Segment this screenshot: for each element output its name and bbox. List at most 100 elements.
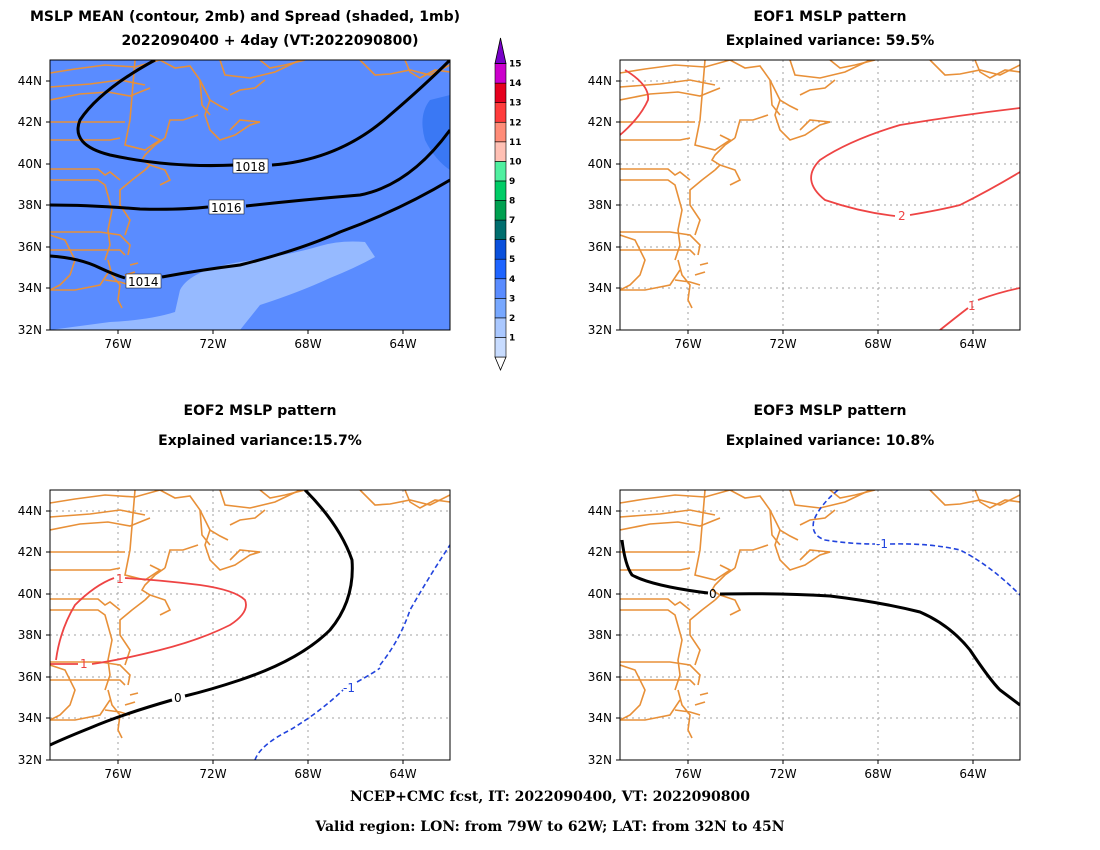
- colorbar-box: [494, 337, 507, 358]
- eof3-title: EOF3 MSLP pattern: [753, 403, 907, 419]
- lat-tick-label: 44N: [18, 504, 42, 518]
- colorbar-level-label: 12: [509, 118, 522, 128]
- lat-tick-label: 36N: [588, 670, 612, 684]
- lat-tick-label: 36N: [18, 240, 42, 254]
- eof1-map-panel: 2 1: [619, 59, 1021, 331]
- lat-tick-label: 38N: [18, 628, 42, 642]
- eof1-contour-label-1: 1: [968, 299, 976, 313]
- eof3-contour-label-0: 0: [709, 587, 717, 601]
- lon-tick-label: 64W: [389, 337, 416, 351]
- colorbar-level-label: 2: [509, 314, 515, 324]
- lon-tick-label: 68W: [294, 767, 321, 781]
- lat-tick-label: 42N: [588, 115, 612, 129]
- colorbar-box: [494, 219, 507, 240]
- isobar-1014: [50, 178, 450, 280]
- eof2-map-frame: [49, 489, 451, 761]
- eof3-contour-negative-1: [812, 490, 1020, 596]
- lat-tick-label: 38N: [18, 198, 42, 212]
- lon-tick-label: 76W: [674, 767, 701, 781]
- colorbar-box: [494, 161, 507, 182]
- colorbar-box: [494, 239, 507, 260]
- footer-valid-region: Valid region: LON: from 79W to 62W; LAT:…: [315, 819, 785, 835]
- colorbar-level-label: 6: [509, 236, 515, 246]
- lat-tick-label: 34N: [18, 281, 42, 295]
- eof3-contour-label-neg1: -1: [876, 537, 888, 551]
- lat-tick-label: 38N: [588, 628, 612, 642]
- colorbar-level-label: 3: [509, 294, 515, 304]
- lon-tick-label: 68W: [864, 767, 891, 781]
- mean-isobar-labels: 1018 1016 1014: [125, 158, 269, 289]
- isobar-label-1016: 1016: [211, 201, 242, 215]
- lat-tick-label: 40N: [18, 157, 42, 171]
- lat-tick-label: 32N: [588, 753, 612, 767]
- spread-low-region: [50, 241, 375, 330]
- lat-tick-label: 38N: [588, 198, 612, 212]
- colorbar-level-label: 7: [509, 216, 515, 226]
- eof2-contour-label-1a: 1: [116, 572, 124, 586]
- colorbar-box: [494, 63, 507, 84]
- lon-tick-label: 72W: [199, 337, 226, 351]
- eof1-title: EOF1 MSLP pattern: [753, 9, 907, 25]
- lat-tick-label: 40N: [18, 587, 42, 601]
- colorbar-level-label: 15: [509, 60, 522, 70]
- mean-map-panel: 1018 1016 1014: [49, 59, 451, 331]
- lon-tick-label: 72W: [769, 337, 796, 351]
- coastline-layer: [620, 490, 1020, 739]
- isobar-label-1018: 1018: [235, 160, 266, 174]
- lat-tick-label: 32N: [18, 323, 42, 337]
- colorbar-level-label: 4: [509, 275, 515, 285]
- mean-title-line2: 2022090400 + 4day (VT:2022090800): [121, 33, 419, 49]
- mean-title-line1: MSLP MEAN (contour, 2mb) and Spread (sha…: [30, 9, 460, 25]
- lat-tick-label: 34N: [588, 281, 612, 295]
- colorbar-box: [494, 82, 507, 103]
- eof3-contour-zero: [620, 539, 1020, 707]
- lon-tick-label: 68W: [294, 337, 321, 351]
- eof2-contour-label-0: 0: [174, 691, 182, 705]
- eof3-variance: Explained variance: 10.8%: [725, 433, 935, 449]
- lat-tick-label: 44N: [18, 74, 42, 88]
- lat-tick-label: 32N: [18, 753, 42, 767]
- colorbar-box: [494, 121, 507, 143]
- eof2-title: EOF2 MSLP pattern: [183, 403, 337, 419]
- eof1-contour-edge: [620, 69, 649, 136]
- eof3-map-panel: 0 -1: [619, 489, 1021, 761]
- eof1-variance: Explained variance: 59.5%: [725, 33, 935, 49]
- coastline-layer: [620, 60, 1020, 309]
- eof2-contour-label-1b: 1: [80, 657, 88, 671]
- colorbar-level-label: 13: [509, 99, 522, 109]
- lat-tick-label: 34N: [18, 711, 42, 725]
- footer-forecast-info: NCEP+CMC fcst, IT: 2022090400, VT: 20220…: [349, 789, 751, 805]
- eof2-contour-label-neg1: -1: [343, 681, 355, 695]
- eof2-variance: Explained variance:15.7%: [158, 433, 362, 449]
- colorbar-level-label: 10: [509, 157, 522, 167]
- colorbar-bottom-triangle: [494, 356, 507, 372]
- colorbar-level-label: 9: [509, 177, 515, 187]
- lon-tick-label: 76W: [104, 767, 131, 781]
- spread-high-region: [422, 95, 450, 170]
- mean-map-frame: [49, 59, 451, 331]
- lon-tick-label: 64W: [959, 337, 986, 351]
- colorbar-level-label: 5: [509, 255, 515, 265]
- lat-tick-label: 32N: [588, 323, 612, 337]
- coastline-layer: [50, 490, 450, 739]
- colorbar-box: [494, 298, 507, 319]
- lat-tick-label: 42N: [588, 545, 612, 559]
- colorbar-box: [494, 102, 507, 123]
- lon-tick-label: 64W: [389, 767, 416, 781]
- colorbar-level-label: 14: [509, 79, 522, 89]
- colorbar-box: [494, 258, 507, 280]
- colorbar-box: [494, 180, 507, 201]
- lat-tick-label: 36N: [18, 670, 42, 684]
- lon-tick-label: 68W: [864, 337, 891, 351]
- eof2-map-panel: 1 1 0 -1: [49, 489, 451, 761]
- lat-tick-label: 36N: [588, 240, 612, 254]
- lat-tick-label: 34N: [588, 711, 612, 725]
- lat-tick-label: 44N: [588, 74, 612, 88]
- lon-tick-label: 64W: [959, 767, 986, 781]
- eof2-contour-zero: [50, 490, 354, 747]
- colorbar-box: [494, 317, 507, 338]
- colorbar-level-label: 8: [509, 197, 515, 207]
- colorbar-level-label: 11: [509, 138, 522, 148]
- colorbar-level-label: 1: [509, 333, 515, 343]
